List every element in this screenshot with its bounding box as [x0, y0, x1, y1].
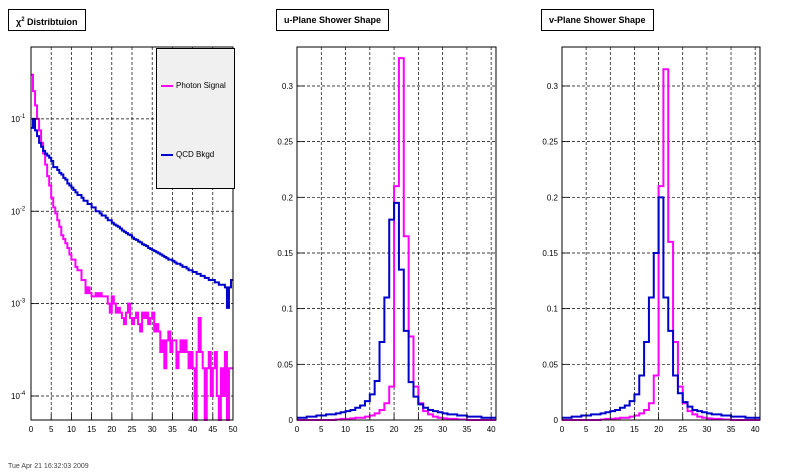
x-tick-label: 35: [727, 425, 736, 434]
y-tick-label: 10-2: [11, 206, 26, 216]
y-tick-label: 0.15: [542, 249, 558, 258]
x-tick-label: 0: [295, 425, 300, 434]
y-tick-label: 10-1: [11, 114, 26, 124]
x-tick-label: 40: [487, 425, 496, 434]
chart-panel-2: 0 5 10 15 20 25 30 35 40 0 0.05 0.1 0.15 0.2 0.25 0.3: [542, 46, 761, 434]
y-tick-label: 0.05: [277, 360, 293, 369]
x-tick-label: 30: [438, 425, 447, 434]
y-tick-label: 0.1: [282, 305, 294, 314]
legend-swatch-qcd: [161, 153, 173, 156]
y-tick-label: 0.25: [277, 138, 293, 147]
y-tick-label: 0.15: [277, 249, 293, 258]
x-tick-label: 35: [168, 425, 177, 434]
series-line-photon: [31, 73, 233, 421]
v-plane-title-text: v-Plane Shower Shape: [549, 15, 646, 25]
x-tick-label: 30: [702, 425, 711, 434]
x-tick-label: 40: [188, 425, 197, 434]
series-line-qcd: [297, 201, 496, 419]
y-tick-label: 0.2: [282, 193, 294, 202]
y-tick-label: 0.2: [547, 193, 559, 202]
plot-area: [562, 47, 760, 420]
x-tick-label: 15: [87, 425, 96, 434]
x-tick-label: 20: [654, 425, 663, 434]
x-tick-label: 10: [67, 425, 76, 434]
chi2-title-sup: 2: [21, 17, 25, 23]
y-tick-label: 0.3: [282, 82, 294, 91]
chi2-title-rest: Distribtuion: [24, 17, 78, 27]
x-tick-label: 20: [390, 425, 399, 434]
x-tick-label: 25: [678, 425, 687, 434]
series-line-photon: [562, 68, 760, 421]
series-line-qcd: [31, 117, 233, 309]
x-tick-label: 15: [365, 425, 374, 434]
legend-entry-photon: Photon Signal: [161, 81, 226, 90]
plot-area: [297, 47, 496, 420]
x-tick-label: 15: [630, 425, 639, 434]
y-tick-label: 10-4: [11, 391, 26, 401]
x-tick-label: 5: [584, 425, 589, 434]
u-plane-panel-title: u-Plane Shower Shape: [276, 9, 390, 31]
x-tick-label: 50: [229, 425, 238, 434]
chart-panel-1: 0 5 10 15 20 25 30 35 40 0 0.05 0.1 0.15 0.2 0.25 0.3: [277, 46, 497, 434]
y-tick-label: 0.1: [547, 305, 559, 314]
series-line-qcd: [562, 196, 760, 419]
x-tick-label: 30: [148, 425, 157, 434]
u-plane-title-text: u-Plane Shower Shape: [284, 15, 382, 25]
x-tick-label: 0: [29, 425, 34, 434]
x-tick-label: 35: [462, 425, 471, 434]
y-tick-label: 0: [289, 416, 294, 425]
x-tick-label: 40: [751, 425, 760, 434]
y-tick-label: 0: [554, 416, 559, 425]
plot-frame: [561, 46, 761, 421]
x-tick-label: 45: [208, 425, 217, 434]
legend-label-qcd: QCD Bkgd: [176, 150, 215, 159]
chi2-title-main: χ: [16, 17, 22, 27]
x-tick-label: 0: [560, 425, 565, 434]
x-tick-label: 25: [414, 425, 423, 434]
x-tick-label: 20: [107, 425, 116, 434]
y-tick-label: 0.05: [542, 360, 558, 369]
x-tick-label: 5: [319, 425, 324, 434]
x-tick-label: 10: [341, 425, 350, 434]
x-tick-label: 5: [49, 425, 54, 434]
x-tick-label: 10: [606, 425, 615, 434]
timestamp-footer: Tue Apr 21 16:32:03 2009: [8, 463, 89, 470]
x-tick-label: 25: [128, 425, 137, 434]
chi2-panel-title: χ2 Distribtuion: [8, 9, 86, 31]
y-tick-label: 0.25: [542, 138, 558, 147]
series-line-photon: [297, 57, 496, 421]
legend-label-photon: Photon Signal: [176, 81, 226, 90]
chi2-legend: Photon Signal QCD Bkgd: [156, 48, 235, 189]
legend-swatch-photon: [161, 84, 173, 87]
v-plane-panel-title: v-Plane Shower Shape: [541, 9, 654, 31]
y-tick-label: 10-3: [11, 299, 26, 309]
y-tick-label: 0.3: [547, 82, 559, 91]
legend-entry-qcd: QCD Bkgd: [161, 150, 214, 159]
plot-frame: [296, 46, 497, 421]
